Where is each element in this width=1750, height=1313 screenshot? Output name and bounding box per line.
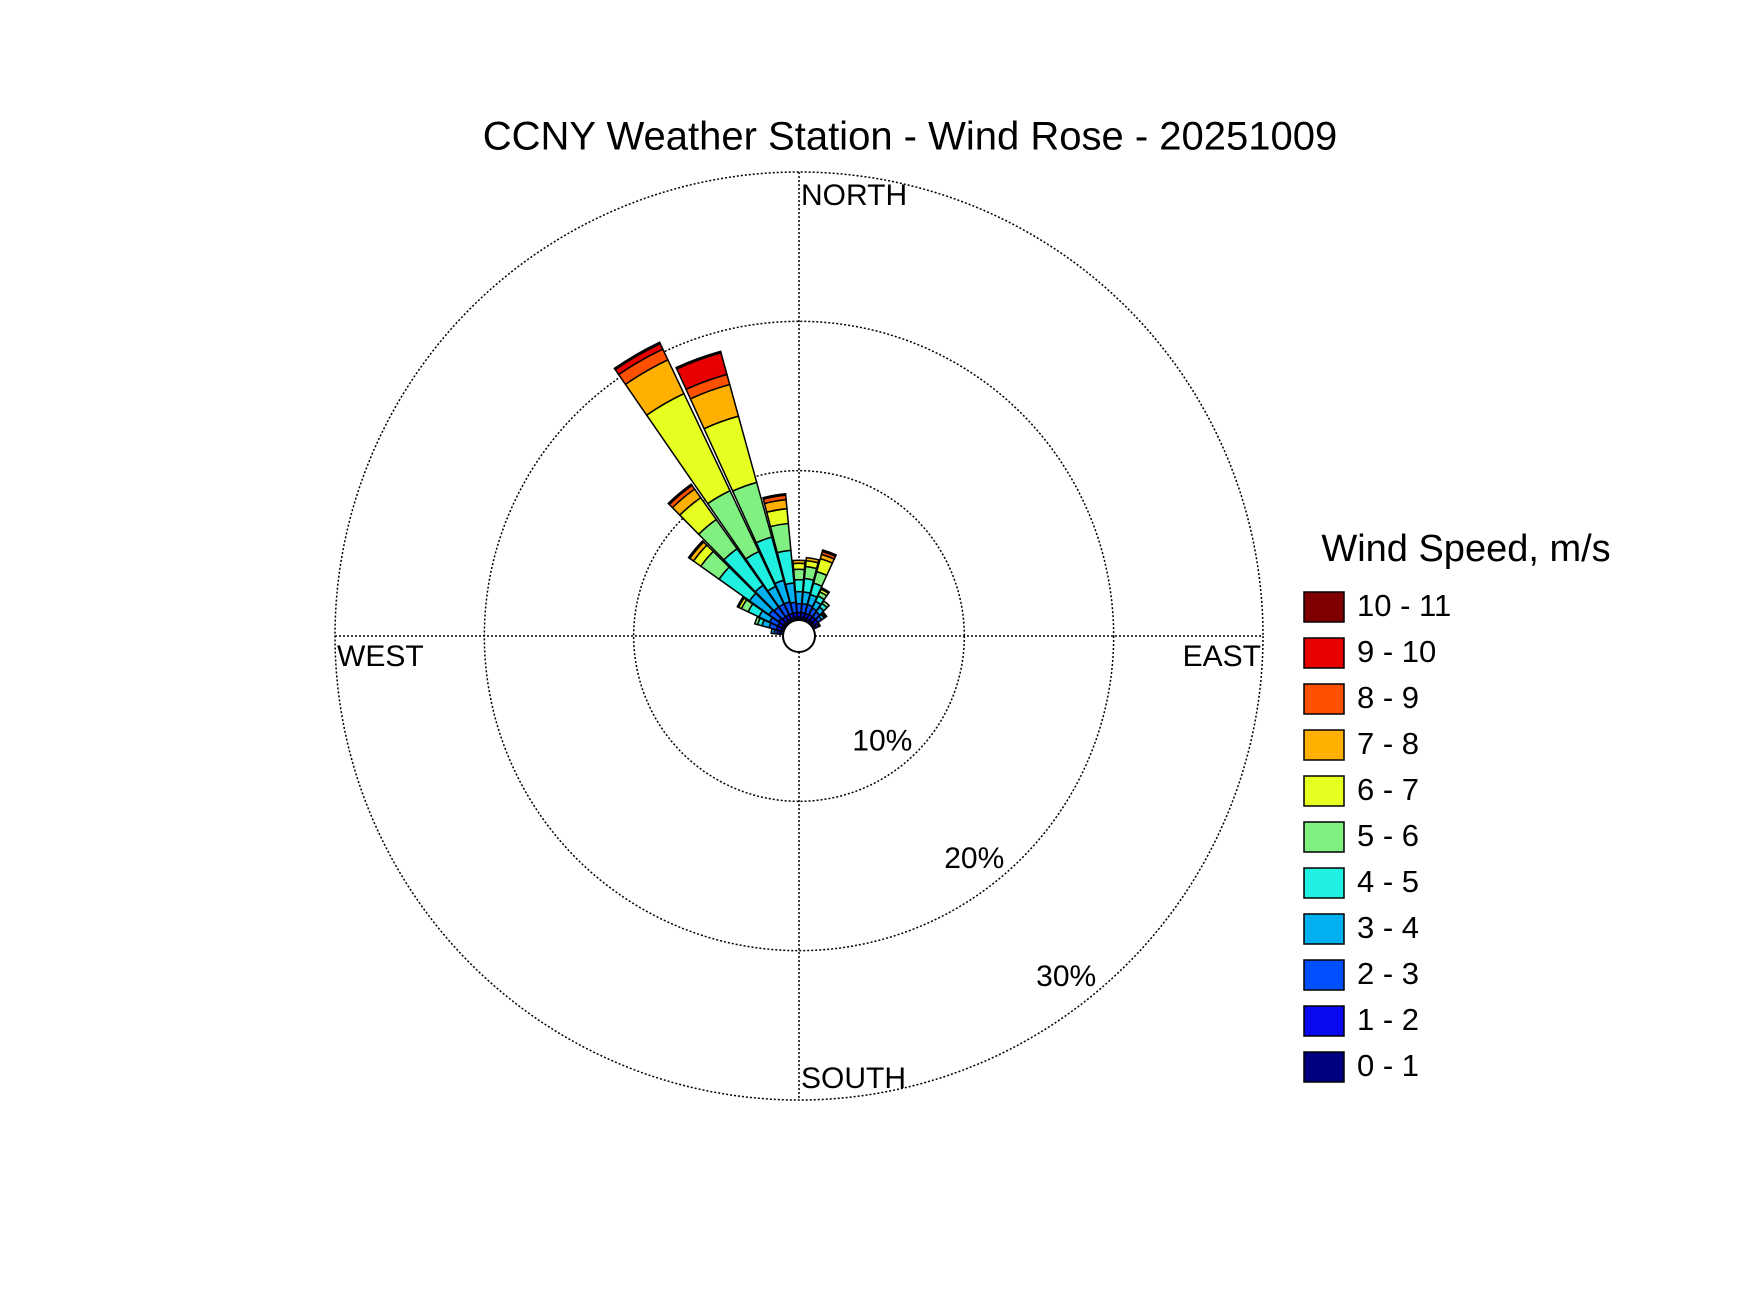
compass-label: NORTH [801, 179, 907, 212]
wind-segment [792, 562, 806, 571]
legend-label: 2 - 3 [1357, 956, 1419, 991]
compass-label: EAST [1183, 640, 1261, 673]
legend-label: 10 - 11 [1357, 588, 1451, 623]
r-tick-label: 20% [944, 842, 1004, 875]
wind-segment [675, 350, 722, 370]
legend-label: 4 - 5 [1357, 864, 1419, 899]
wind-segment [792, 559, 806, 565]
legend-swatch [1303, 591, 1345, 623]
legend-swatch [1303, 867, 1345, 899]
wind-segment [736, 596, 746, 609]
wind-segment [613, 341, 662, 371]
wind-segment [667, 483, 694, 506]
legend-label: 7 - 8 [1357, 726, 1419, 761]
legend-swatch [1303, 729, 1345, 761]
legend-swatch [1303, 775, 1345, 807]
grid-ring [334, 171, 1264, 1101]
grid-ring [483, 320, 1115, 952]
wind-segment [687, 539, 705, 560]
wind-segment [820, 586, 831, 595]
chart-title: CCNY Weather Station - Wind Rose - 20251… [483, 115, 1338, 159]
wind-segment [821, 549, 838, 558]
r-tick-label: 10% [852, 725, 912, 758]
wind-segment [821, 611, 828, 619]
legend-label: 6 - 7 [1357, 772, 1419, 807]
grid-ring [632, 469, 966, 803]
wind-segment [793, 578, 805, 593]
wind-segment [816, 621, 822, 628]
center-hole [782, 619, 816, 653]
legend-label: 3 - 4 [1357, 910, 1419, 945]
wind-segment [792, 568, 806, 581]
legend-swatch [1303, 821, 1345, 853]
legend-swatch [1303, 1051, 1345, 1083]
r-tick-label: 30% [1036, 960, 1096, 993]
legend-label: 0 - 1 [1357, 1048, 1419, 1083]
legend-label: 1 - 2 [1357, 1002, 1419, 1037]
legend-label: 5 - 6 [1357, 818, 1419, 853]
compass-label: SOUTH [801, 1062, 906, 1095]
compass-label: WEST [337, 640, 424, 673]
legend-title: Wind Speed, m/s [1321, 528, 1610, 570]
legend-label: 9 - 10 [1357, 634, 1436, 669]
wind-segment [805, 556, 820, 564]
legend-swatch [1303, 637, 1345, 669]
legend-swatch [1303, 683, 1345, 715]
legend-label: 8 - 9 [1357, 680, 1419, 715]
wind-segment [762, 492, 787, 501]
legend-swatch [1303, 959, 1345, 991]
legend-swatch [1303, 913, 1345, 945]
wind-segment [821, 600, 831, 609]
legend-swatch [1303, 1005, 1345, 1037]
